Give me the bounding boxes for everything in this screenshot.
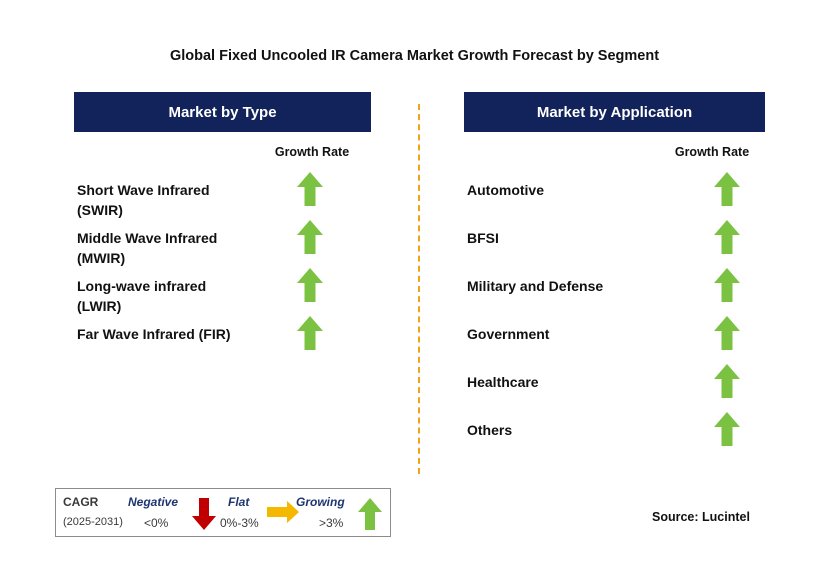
legend-cagr-label: CAGR <box>63 495 99 509</box>
type-row-line1: Long-wave infrared <box>77 278 207 294</box>
application-row-label: Automotive <box>467 182 544 198</box>
legend-growing-range: >3% <box>319 516 344 530</box>
type-row-label: Middle Wave Infrared (MWIR) <box>77 228 217 268</box>
application-row-label: Military and Defense <box>467 278 604 294</box>
type-row-line2: (SWIR) <box>77 202 123 218</box>
source-note: Source: Lucintel <box>652 510 750 524</box>
growth-up-arrow-icon <box>297 172 323 206</box>
type-panel-header: Market by Type <box>74 92 371 132</box>
growth-up-arrow-icon <box>714 268 740 302</box>
growth-up-arrow-icon <box>714 364 740 398</box>
legend-up-arrow-icon <box>358 498 382 530</box>
chart-title: Global Fixed Uncooled IR Camera Market G… <box>169 48 660 64</box>
type-row-label: Long-wave infrared (LWIR) <box>77 276 206 316</box>
growth-up-arrow-icon <box>297 220 323 254</box>
application-row-label: BFSI <box>467 230 499 246</box>
panel-divider <box>418 104 420 474</box>
growth-up-arrow-icon <box>297 316 323 350</box>
application-row-label: Healthcare <box>467 374 539 390</box>
legend-growing-label: Growing <box>296 495 345 509</box>
growth-up-arrow-icon <box>714 220 740 254</box>
legend-flat-label: Flat <box>228 495 250 509</box>
legend-period: (2025-2031) <box>63 516 123 528</box>
growth-up-arrow-icon <box>297 268 323 302</box>
type-row-label: Short Wave Infrared (SWIR) <box>77 180 210 220</box>
type-row-line1: Far Wave Infrared (FIR) <box>77 326 231 342</box>
type-growth-rate-label: Growth Rate <box>274 145 350 159</box>
growth-up-arrow-icon <box>714 172 740 206</box>
growth-up-arrow-icon <box>714 412 740 446</box>
type-row-line2: (MWIR) <box>77 250 126 266</box>
application-growth-rate-label: Growth Rate <box>674 145 750 159</box>
type-row-line1: Short Wave Infrared <box>77 182 210 198</box>
legend-flat-range: 0%-3% <box>220 516 259 530</box>
legend-right-arrow-icon <box>267 501 299 523</box>
legend-negative-range: <0% <box>144 516 169 530</box>
cagr-legend: CAGR (2025-2031) Negative <0% Flat 0%-3%… <box>55 488 391 537</box>
application-row-label: Government <box>467 326 550 342</box>
type-row-label: Far Wave Infrared (FIR) <box>77 324 231 344</box>
growth-up-arrow-icon <box>714 316 740 350</box>
legend-down-arrow-icon <box>192 498 216 530</box>
application-panel-header: Market by Application <box>464 92 765 132</box>
type-row-line2: (LWIR) <box>77 298 122 314</box>
type-row-line1: Middle Wave Infrared <box>77 230 218 246</box>
application-row-label: Others <box>467 422 513 438</box>
legend-negative-label: Negative <box>128 495 179 509</box>
